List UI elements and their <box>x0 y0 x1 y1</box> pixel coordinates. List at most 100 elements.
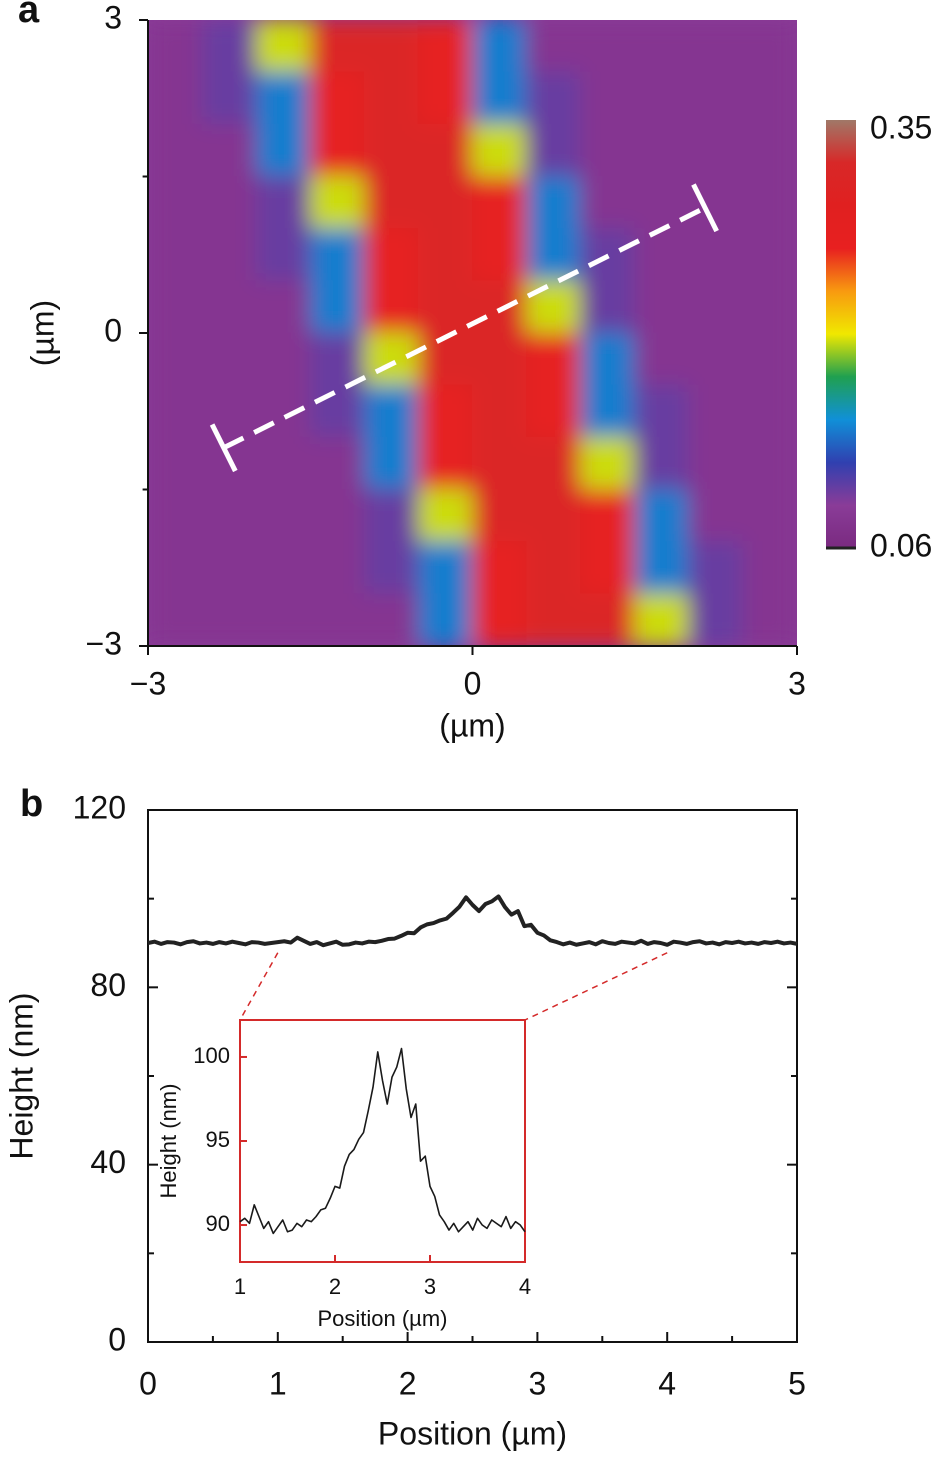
heatmap-cell <box>472 176 528 230</box>
heatmap-cell <box>688 20 744 73</box>
heatmap-cell <box>526 593 582 646</box>
y-axis-label: Height (nm) <box>3 992 39 1159</box>
heatmap-cell <box>148 71 203 125</box>
heatmap-cell <box>363 123 419 177</box>
y-tick-label: 100 <box>193 1043 230 1068</box>
heatmap-cell <box>472 20 528 73</box>
heatmap-cell <box>742 176 797 230</box>
heatmap-cell <box>742 384 797 438</box>
heatmap-cell <box>634 176 690 230</box>
heatmap-cell <box>255 176 311 230</box>
heatmap-cell <box>526 20 582 73</box>
heatmap-cell <box>580 384 636 438</box>
heatmap-cell <box>255 541 311 595</box>
heatmap-cell <box>148 176 203 230</box>
heatmap-cell <box>363 20 419 73</box>
heatmap-cell <box>201 541 257 595</box>
heatmap-cell <box>472 332 528 386</box>
panel-label: a <box>18 0 40 31</box>
colorbar-tick-label: 0.06 <box>870 527 932 563</box>
heatmap-cell <box>688 593 744 646</box>
heatmap-cell <box>688 332 744 386</box>
heatmap-cell <box>417 280 473 334</box>
heatmap-cell <box>472 280 528 334</box>
heatmap-cell <box>309 332 365 386</box>
heatmap-cell <box>201 123 257 177</box>
heatmap-cell <box>634 541 690 595</box>
heatmap-cell <box>580 541 636 595</box>
zoom-connector <box>524 952 668 1021</box>
heatmap-cell <box>201 280 257 334</box>
heatmap-cell <box>255 280 311 334</box>
heatmap-cell <box>309 280 365 334</box>
heatmap-cell <box>526 489 582 543</box>
heatmap-cell <box>472 123 528 177</box>
heatmap-cell <box>148 332 203 386</box>
x-axis-label: Position (µm) <box>317 1306 447 1331</box>
x-tick-label: 5 <box>788 1365 806 1401</box>
heatmap-cell <box>580 71 636 125</box>
heatmap-cell <box>255 228 311 282</box>
x-tick-label: 4 <box>519 1274 531 1299</box>
y-tick-label: 95 <box>206 1127 230 1152</box>
heatmap <box>148 20 797 646</box>
heatmap-cell <box>688 123 744 177</box>
heatmap-cell <box>472 541 528 595</box>
heatmap-cell <box>201 176 257 230</box>
heatmap-cell <box>526 280 582 334</box>
heatmap-cell <box>148 280 203 334</box>
colorbar-tick-label: 0.35 <box>870 109 932 145</box>
heatmap-cell <box>634 384 690 438</box>
heatmap-cell <box>417 593 473 646</box>
heatmap-cell <box>417 489 473 543</box>
heatmap-cell <box>742 436 797 490</box>
heatmap-cell <box>363 332 419 386</box>
heatmap-cell <box>526 541 582 595</box>
heatmap-cell <box>417 541 473 595</box>
x-tick-label: 2 <box>329 1274 341 1299</box>
heatmap-cell <box>742 20 797 73</box>
heatmap-cell <box>526 436 582 490</box>
heatmap-cell <box>526 123 582 177</box>
heatmap-cell <box>309 71 365 125</box>
heatmap-cell <box>148 228 203 282</box>
heatmap-cell <box>255 20 311 73</box>
heatmap-cell <box>201 384 257 438</box>
heatmap-cell <box>255 489 311 543</box>
profile-end-cap <box>691 183 719 233</box>
heatmap-cell <box>417 176 473 230</box>
heatmap-cell <box>634 436 690 490</box>
heatmap-cell <box>580 332 636 386</box>
heatmap-cell <box>363 489 419 543</box>
heatmap-cell <box>148 20 203 73</box>
heatmap-cell <box>472 71 528 125</box>
heatmap-cell <box>201 228 257 282</box>
heatmap-cell <box>742 541 797 595</box>
heatmap-cell <box>526 332 582 386</box>
heatmap-cell <box>363 593 419 646</box>
heatmap-cell <box>580 489 636 543</box>
x-tick-label: 0 <box>139 1365 157 1401</box>
heatmap-cell <box>688 228 744 282</box>
heatmap-cell <box>309 228 365 282</box>
heatmap-cell <box>742 123 797 177</box>
y-tick-label: 3 <box>104 0 122 35</box>
heatmap-cells <box>148 20 797 646</box>
y-tick-label: 80 <box>90 967 126 1003</box>
inset-background <box>240 1020 525 1262</box>
heatmap-cell <box>201 593 257 646</box>
heatmap-cell <box>148 593 203 646</box>
heatmap-cell <box>688 541 744 595</box>
heatmap-cell <box>363 436 419 490</box>
heatmap-cell <box>201 332 257 386</box>
heatmap-cell <box>688 71 744 125</box>
heatmap-cell <box>634 280 690 334</box>
heatmap-cell <box>201 71 257 125</box>
heatmap-cell <box>742 332 797 386</box>
heatmap-cell <box>309 541 365 595</box>
x-tick-label: 0 <box>464 665 482 701</box>
heatmap-cell <box>363 71 419 125</box>
heatmap-cell <box>580 280 636 334</box>
heatmap-cell <box>634 332 690 386</box>
